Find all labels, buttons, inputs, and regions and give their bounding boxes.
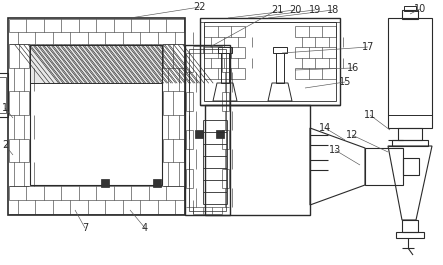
Text: 2: 2 xyxy=(2,140,8,150)
Text: 16: 16 xyxy=(347,63,359,73)
Bar xyxy=(398,128,422,140)
Text: 18: 18 xyxy=(327,5,339,15)
Text: 7: 7 xyxy=(82,223,88,233)
Bar xyxy=(200,18,340,105)
Bar xyxy=(30,45,162,83)
Bar xyxy=(273,47,287,53)
Bar xyxy=(0,77,6,113)
Text: 10: 10 xyxy=(414,4,426,14)
Text: 21: 21 xyxy=(271,5,283,15)
Text: 12: 12 xyxy=(346,130,358,140)
Bar xyxy=(8,18,185,215)
Bar xyxy=(195,130,203,138)
Bar xyxy=(30,45,162,185)
Text: 20: 20 xyxy=(289,5,301,15)
Text: 22: 22 xyxy=(194,2,206,12)
Bar xyxy=(218,47,232,53)
Bar xyxy=(402,10,418,19)
Bar xyxy=(403,158,419,175)
Bar xyxy=(221,53,229,83)
Text: 17: 17 xyxy=(362,42,374,52)
Bar xyxy=(402,220,418,232)
Bar xyxy=(185,45,230,215)
Bar xyxy=(365,148,403,185)
Text: 1: 1 xyxy=(2,103,8,113)
Bar xyxy=(0,73,8,117)
Bar xyxy=(101,179,109,187)
Bar xyxy=(153,179,161,187)
Text: 15: 15 xyxy=(339,77,351,87)
Bar xyxy=(276,53,284,83)
Bar xyxy=(396,232,424,238)
Bar xyxy=(404,6,416,11)
Text: 19: 19 xyxy=(309,5,321,15)
Text: 14: 14 xyxy=(319,123,331,133)
Text: 13: 13 xyxy=(329,145,341,155)
Bar xyxy=(30,45,162,83)
Bar xyxy=(189,49,226,211)
Bar xyxy=(388,18,432,128)
Bar xyxy=(204,22,336,101)
Text: 4: 4 xyxy=(142,223,148,233)
Bar xyxy=(216,130,224,138)
Text: 11: 11 xyxy=(364,110,376,120)
Bar xyxy=(205,105,310,215)
Bar xyxy=(392,140,428,146)
